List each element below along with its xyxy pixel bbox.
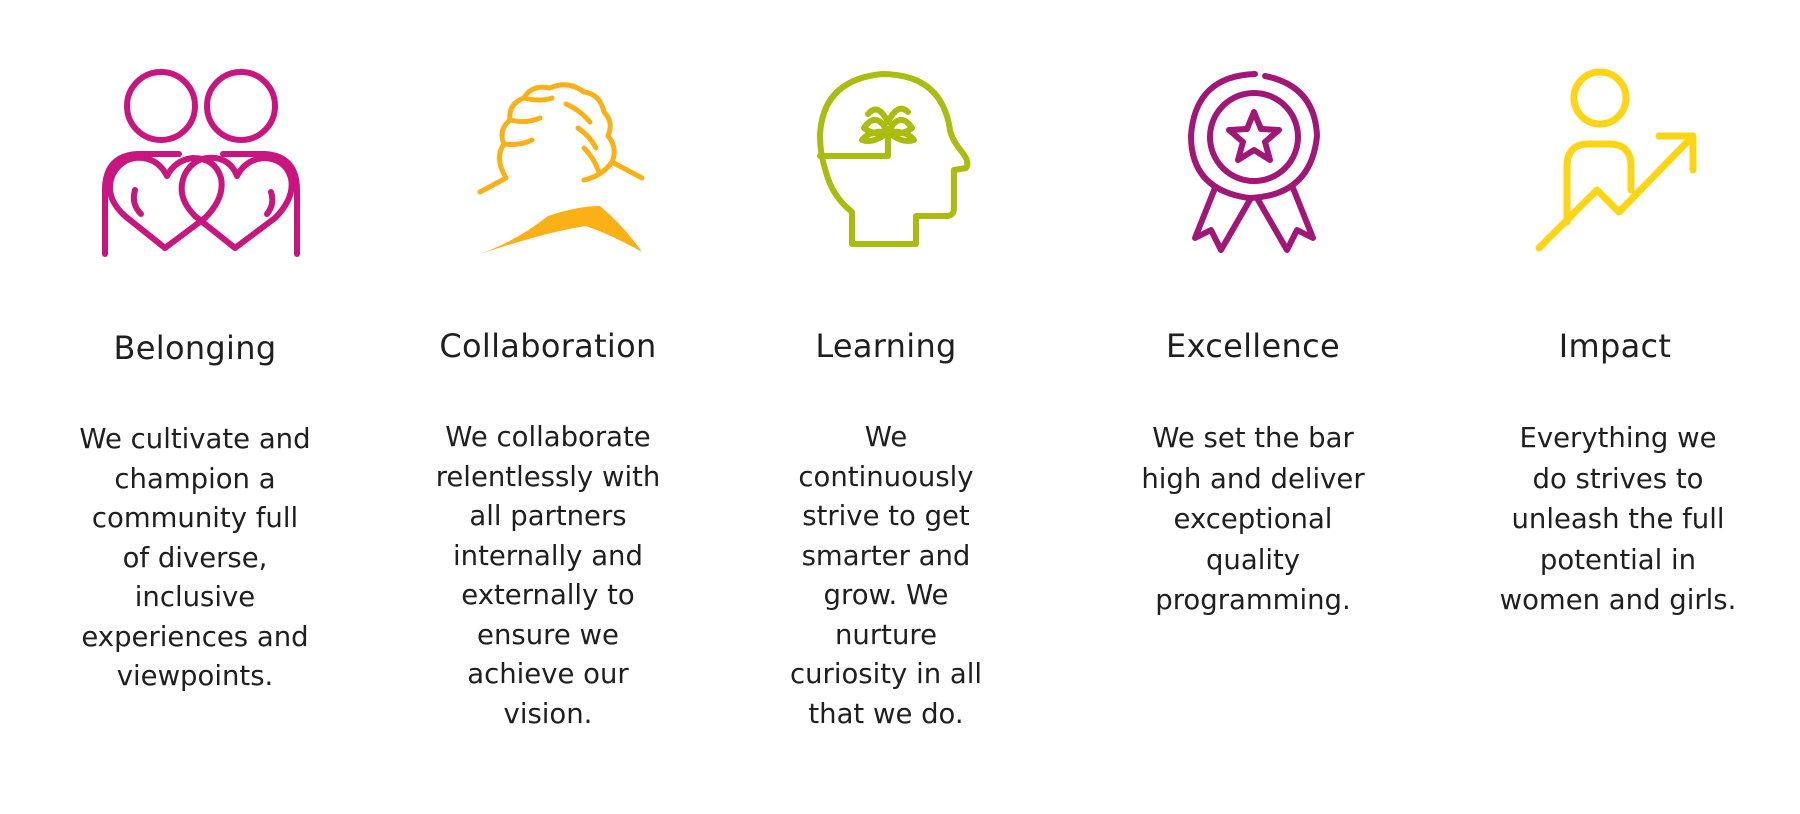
value-title: Impact: [1558, 327, 1672, 365]
value-description: Everything we do strives to unleash the …: [1499, 422, 1737, 616]
value-excellence: Excellence We set the bar high and deliv…: [1103, 0, 1403, 814]
value-impact: Impact Everything we do strives to unlea…: [1465, 0, 1765, 814]
value-description: We set the bar high and deliver exceptio…: [1141, 422, 1365, 616]
value-title: Learning: [815, 327, 957, 365]
value-belonging: Belonging We cultivate and champion a co…: [45, 0, 345, 814]
value-title: Collaboration: [439, 327, 657, 365]
head-with-sprout-icon: [766, 40, 1006, 280]
two-hearts-people-icon: [75, 40, 315, 280]
value-description: We cultivate and champion a community fu…: [79, 423, 311, 692]
handshake-icon: [428, 40, 668, 280]
value-title: Excellence: [1166, 327, 1340, 365]
value-collaboration: Collaboration We collaborate relentlessl…: [398, 0, 698, 814]
value-description: We continuously strive to get smarter an…: [789, 421, 983, 730]
value-learning: Learning We continuously strive to get s…: [736, 0, 1036, 814]
award-badge-star-icon: [1133, 40, 1373, 280]
person-growth-arrow-icon: [1495, 40, 1735, 280]
value-description: We collaborate relentlessly with all par…: [435, 421, 661, 730]
value-title: Belonging: [113, 329, 277, 367]
